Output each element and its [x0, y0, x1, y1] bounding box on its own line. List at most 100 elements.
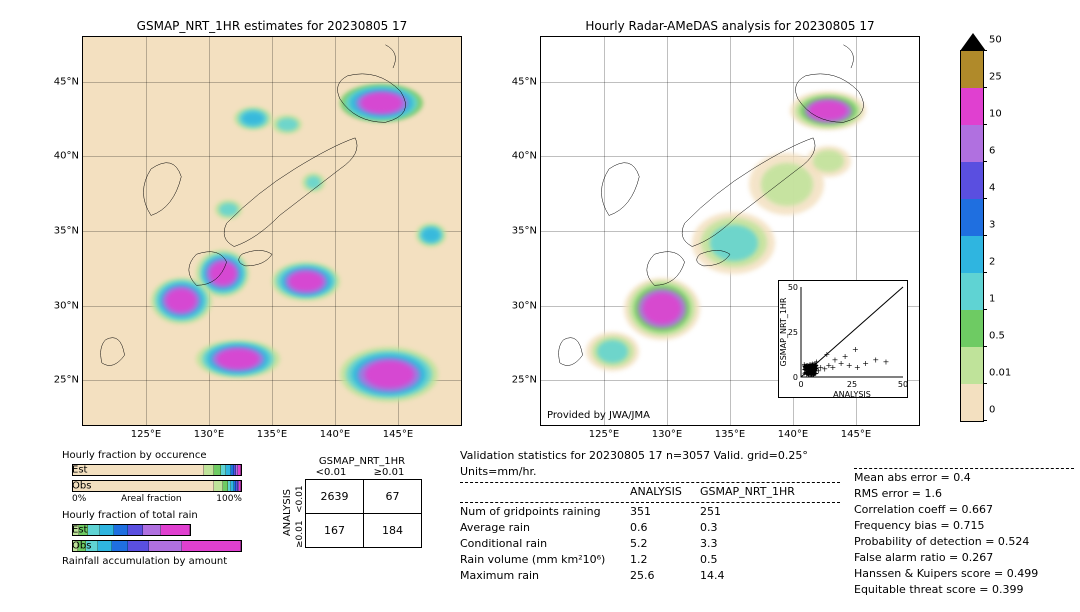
validation-cell: 5.2 — [630, 536, 700, 552]
validation-metric: Frequency bias = 0.715 — [854, 518, 1074, 534]
validation-metric: Correlation coeff = 0.667 — [854, 502, 1074, 518]
svg-text:+: + — [872, 356, 879, 365]
svg-text:GSMAP_NRT_1HR: GSMAP_NRT_1HR — [779, 297, 788, 366]
colorbar-tick: 0 — [983, 405, 995, 416]
validation-metric: False alarm ratio = 0.267 — [854, 550, 1074, 566]
svg-text:0: 0 — [798, 380, 803, 389]
colorbar-tick: 6 — [983, 146, 995, 157]
contingency-table: GSMAP_NRT_1HR<0.01≥0.01ANALYSIS<0.01≥0.0… — [282, 456, 422, 548]
colorbar-over-arrow — [960, 33, 986, 51]
map-left: GSMAP_NRT_1HR estimates for 20230805 17 … — [82, 36, 462, 426]
colorbar-segment — [961, 384, 983, 421]
colorbar-tick: 2 — [983, 257, 995, 268]
validation-cell: Num of gridpoints raining — [460, 504, 630, 520]
validation-cell: 351 — [630, 504, 700, 520]
validation-cell: 14.4 — [700, 568, 800, 584]
validation-metrics: Mean abs error = 0.4RMS error = 1.6Corre… — [854, 466, 1074, 598]
validation-cell: 3.3 — [700, 536, 800, 552]
fraction-bar — [72, 480, 242, 492]
svg-text:+: + — [862, 359, 869, 368]
x-tick: 135°E — [257, 425, 287, 440]
contingency-cell: 167 — [306, 513, 364, 547]
fraction-bar — [72, 524, 191, 536]
colorbar-segment — [961, 273, 983, 310]
validation-cell: Average rain — [460, 520, 630, 536]
svg-text:50: 50 — [898, 380, 908, 389]
validation-metric: RMS error = 1.6 — [854, 486, 1074, 502]
colorbar-tick: 4 — [983, 183, 995, 194]
fraction-row-label: Obs — [72, 541, 76, 552]
validation-title: Validation statistics for 20230805 17 n=… — [460, 448, 840, 480]
x-tick: 140°E — [320, 425, 350, 440]
x-tick: 125°E — [131, 425, 161, 440]
colorbar-tick: 0.01 — [983, 368, 1011, 379]
scatter-inset: ++++++++++++++++++++++++++++++++++++++++… — [778, 280, 908, 398]
svg-text:0: 0 — [793, 373, 798, 382]
x-tick: 125°E — [589, 425, 619, 440]
x-tick: 135°E — [715, 425, 745, 440]
validation-metric: Hanssen & Kuipers score = 0.499 — [854, 566, 1074, 582]
validation-cell: Conditional rain — [460, 536, 630, 552]
svg-text:25: 25 — [847, 380, 857, 389]
svg-text:50: 50 — [788, 283, 798, 292]
validation-metric: Probability of detection = 0.524 — [854, 534, 1074, 550]
validation-metric: Mean abs error = 0.4 — [854, 470, 1074, 486]
colorbar-segment — [961, 310, 983, 347]
y-tick: 25°N — [54, 375, 83, 386]
validation-cell: 0.3 — [700, 520, 800, 536]
colorbar-segment — [961, 88, 983, 125]
contingency-row-header: ANALYSIS — [282, 489, 293, 536]
svg-text:ANALYSIS: ANALYSIS — [833, 390, 871, 399]
fraction-row-label: Est — [72, 465, 76, 476]
y-tick: 35°N — [512, 226, 541, 237]
contingency-cell: 2639 — [306, 479, 364, 513]
validation-table: Validation statistics for 20230805 17 n=… — [460, 448, 840, 584]
fraction-title: Hourly fraction of total rain — [62, 510, 198, 521]
y-tick: 40°N — [512, 151, 541, 162]
colorbar-tick: 1 — [983, 294, 995, 305]
colorbar: 00.010.512346102550 — [960, 50, 984, 422]
colorbar-tick: 10 — [983, 109, 1002, 120]
colorbar-segment — [961, 51, 983, 88]
y-tick: 35°N — [54, 226, 83, 237]
validation-cell: Rain volume (mm km²10⁶) — [460, 552, 630, 568]
y-tick: 45°N — [512, 76, 541, 87]
svg-text:+: + — [883, 357, 890, 366]
colorbar-tick: 25 — [983, 72, 1002, 83]
y-tick: 45°N — [54, 76, 83, 87]
coastline — [83, 37, 461, 425]
svg-text:+: + — [842, 352, 849, 361]
colorbar-segment — [961, 125, 983, 162]
colorbar-tick: 3 — [983, 220, 995, 231]
x-tick: 145°E — [383, 425, 413, 440]
validation-metric: Equitable threat score = 0.399 — [854, 582, 1074, 598]
svg-text:+: + — [854, 363, 861, 372]
contingency-cell: 67 — [364, 479, 422, 513]
fraction-title: Rainfall accumulation by amount — [62, 556, 227, 567]
colorbar-segment — [961, 162, 983, 199]
fraction-bar — [72, 464, 242, 476]
y-tick: 30°N — [512, 300, 541, 311]
fraction-row-label: Est — [72, 525, 76, 536]
y-tick: 25°N — [512, 375, 541, 386]
fraction-title: Hourly fraction by occurence — [62, 450, 206, 461]
map-left-title: GSMAP_NRT_1HR estimates for 20230805 17 — [137, 19, 408, 33]
contingency-col-header: GSMAP_NRT_1HR — [302, 456, 422, 467]
validation-cell: 25.6 — [630, 568, 700, 584]
y-tick: 40°N — [54, 151, 83, 162]
fraction-panel: Hourly fraction by occurenceEstObs0%Area… — [40, 450, 260, 600]
colorbar-segment — [961, 347, 983, 384]
svg-text:+: + — [846, 361, 853, 370]
svg-text:+: + — [852, 345, 859, 354]
y-tick: 30°N — [54, 300, 83, 311]
validation-cell: 0.5 — [700, 552, 800, 568]
x-tick: 130°E — [652, 425, 682, 440]
svg-text:25: 25 — [788, 328, 798, 337]
colorbar-tick: 0.5 — [983, 331, 1005, 342]
colorbar-segment — [961, 199, 983, 236]
map-right-title: Hourly Radar-AMeDAS analysis for 2023080… — [585, 19, 874, 33]
fraction-bar — [72, 540, 242, 552]
validation-cell: 1.2 — [630, 552, 700, 568]
x-tick: 145°E — [841, 425, 871, 440]
validation-cell: Maximum rain — [460, 568, 630, 584]
